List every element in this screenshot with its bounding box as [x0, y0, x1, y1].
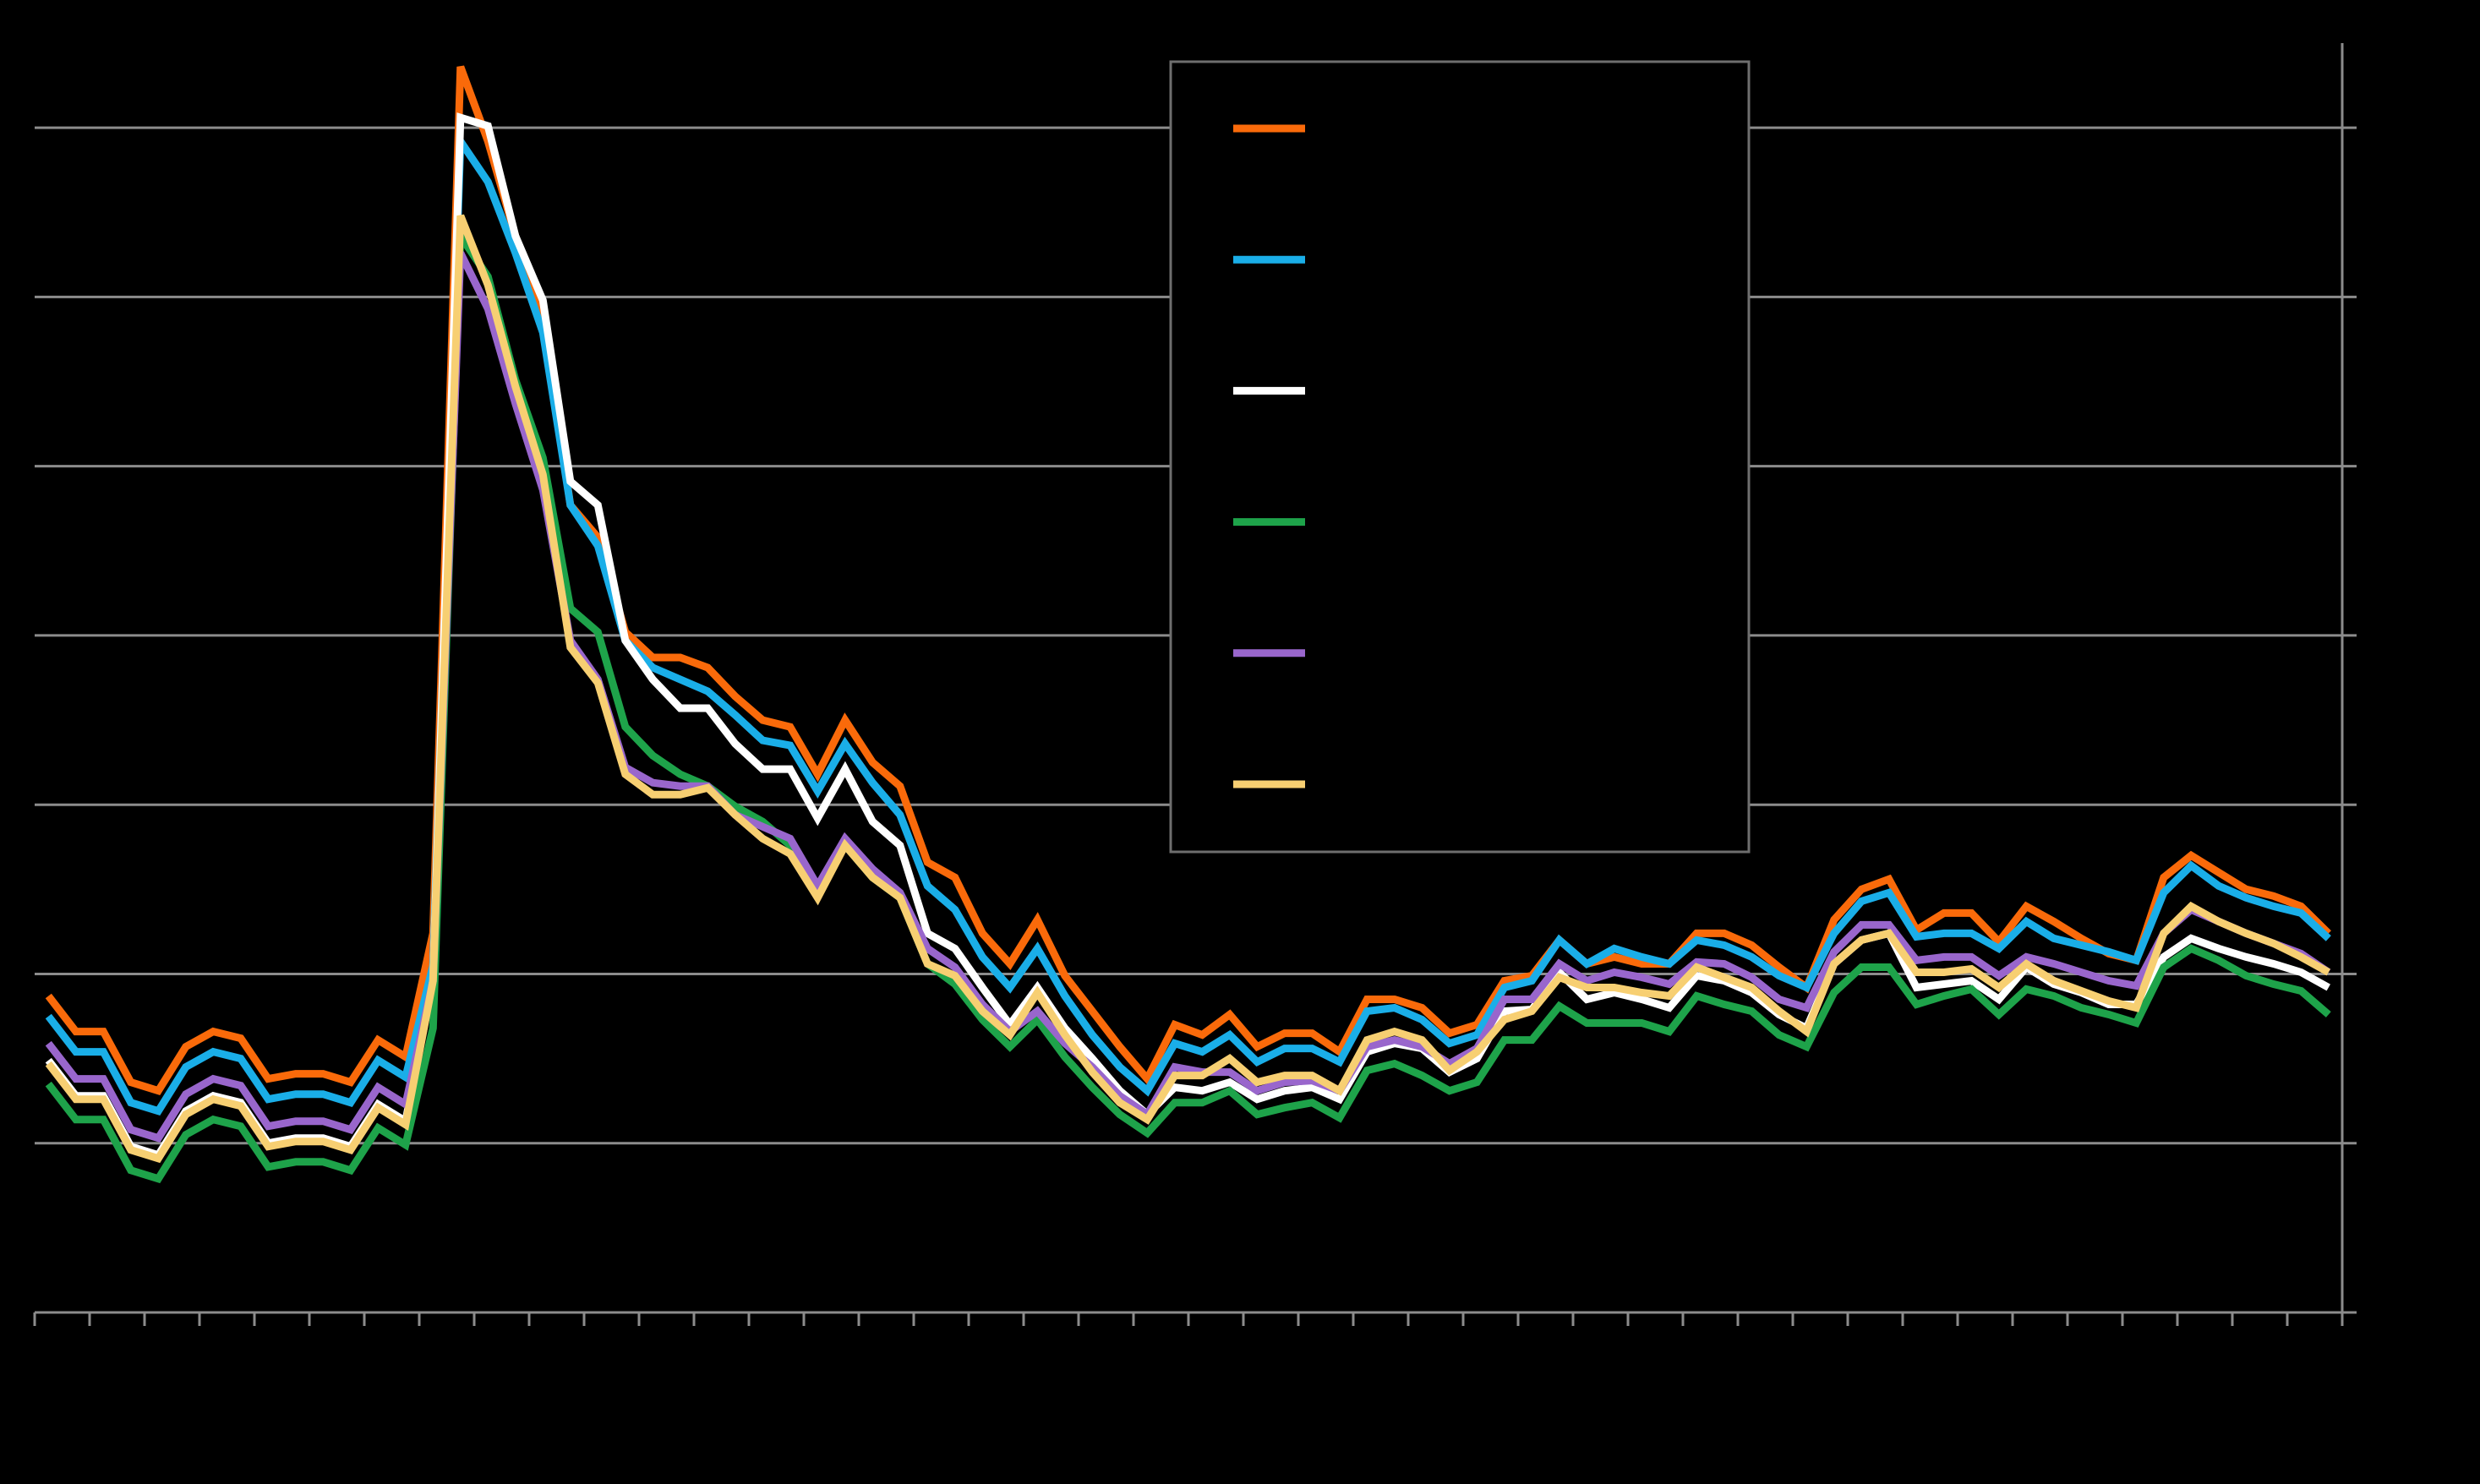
- y-tick-label: 40: [2367, 620, 2393, 647]
- series-line: [45, 214, 2330, 1164]
- series-line: [45, 224, 2331, 1184]
- y-tick-label: 50: [2367, 451, 2393, 477]
- y-tick-label: 20: [2367, 959, 2393, 985]
- series-line: [45, 65, 2331, 1096]
- y-tick-label: 30: [2367, 790, 2393, 816]
- y-tick-label: 10: [2367, 1128, 2393, 1154]
- y-tick-label: 0: [2367, 1297, 2380, 1323]
- y-tick-label: 60: [2367, 282, 2393, 308]
- y-tick-label: 70: [2367, 113, 2393, 139]
- legend: [1169, 60, 1751, 854]
